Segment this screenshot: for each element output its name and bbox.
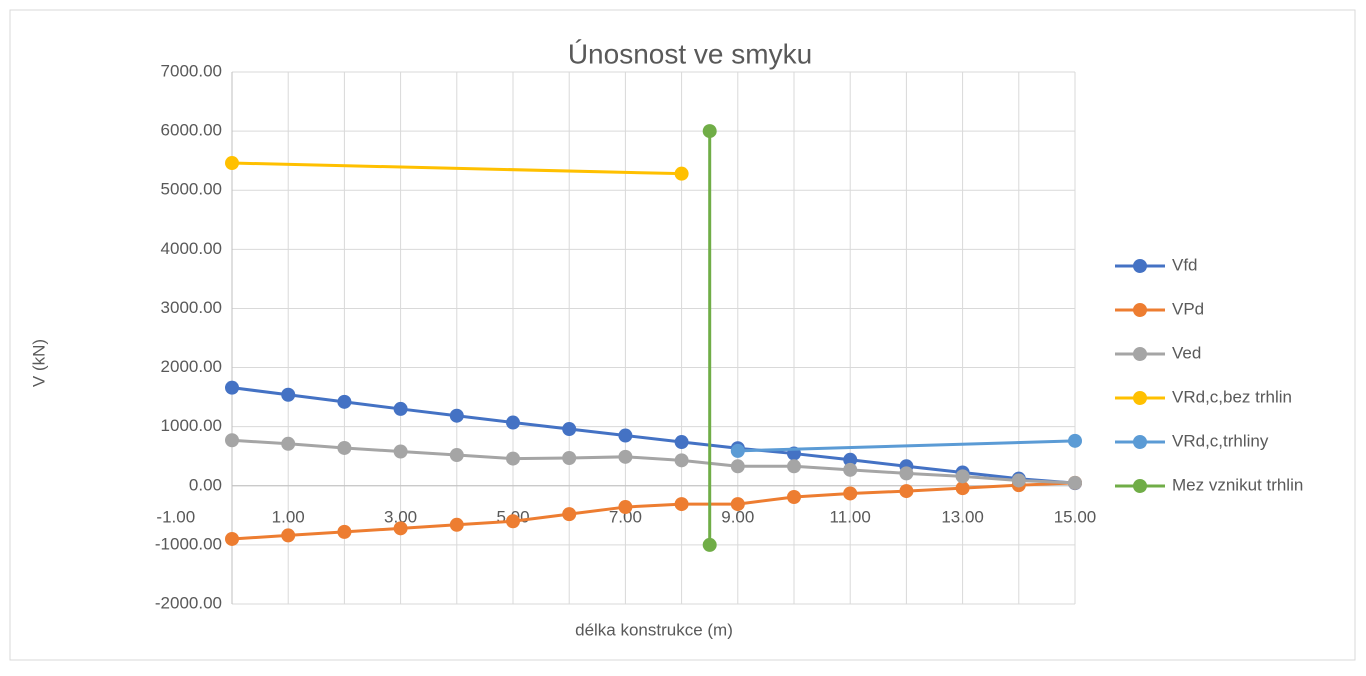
point	[618, 428, 633, 443]
point	[225, 531, 239, 546]
point	[393, 401, 408, 416]
y-tick-label: 6000.00	[161, 121, 222, 140]
point	[449, 517, 464, 532]
point	[337, 394, 352, 409]
point	[730, 443, 745, 458]
point	[1068, 475, 1082, 490]
y-tick-label: 2000.00	[161, 357, 222, 376]
x-tick-label: 13.00	[941, 507, 984, 526]
point	[702, 537, 717, 552]
series-line	[231, 161, 682, 176]
point	[843, 486, 858, 501]
point	[899, 484, 914, 499]
point	[281, 387, 296, 402]
x-tick-label: 11.00	[830, 507, 871, 526]
y-tick-label: 3000.00	[161, 298, 222, 317]
y-tick-label: 0.00	[189, 475, 222, 494]
point	[225, 156, 239, 171]
legend-label: Vfd	[1172, 255, 1198, 274]
point	[337, 440, 352, 455]
series-line	[231, 481, 1076, 541]
series-line	[231, 438, 1076, 485]
y-tick-label: 7000.00	[161, 61, 222, 80]
point	[562, 507, 577, 522]
point	[674, 453, 689, 468]
x-tick-label: 1.00	[272, 507, 305, 526]
y-axis-title: V (kN)	[29, 339, 48, 387]
x-tick-label: 3.00	[384, 507, 417, 526]
legend-label: Ved	[1172, 343, 1201, 362]
point	[225, 380, 239, 395]
point	[393, 521, 408, 536]
point	[281, 528, 296, 543]
series-line	[231, 386, 1076, 485]
point	[730, 459, 745, 474]
point	[1011, 473, 1026, 488]
point	[506, 415, 520, 430]
y-tick-label: 4000.00	[161, 239, 222, 258]
point	[674, 166, 689, 181]
x-tick-label: 9.00	[721, 507, 754, 526]
point	[674, 497, 689, 512]
point	[506, 451, 520, 466]
legend-marker	[1133, 347, 1147, 361]
y-tick-label: -2000.00	[155, 593, 222, 612]
point	[225, 433, 239, 448]
chart-title: Únosnost ve smyku	[568, 38, 812, 69]
point	[281, 436, 296, 451]
point	[562, 450, 577, 465]
x-tick-label: 7.00	[609, 507, 642, 526]
legend-marker	[1133, 303, 1147, 317]
point	[1068, 433, 1082, 448]
legend-marker	[1133, 259, 1147, 273]
point	[449, 408, 464, 423]
x-axis-title: délka konstrukce (m)	[575, 620, 733, 639]
point	[787, 490, 801, 505]
y-tick-label: -1000.00	[155, 534, 222, 553]
point	[730, 497, 745, 512]
point	[787, 459, 801, 474]
x-tick-label: 15.00	[1054, 507, 1097, 526]
y-tick-label: 5000.00	[161, 180, 222, 199]
point	[337, 524, 352, 539]
point	[702, 124, 717, 139]
point	[674, 435, 689, 450]
point	[618, 449, 633, 464]
point	[843, 452, 858, 467]
point	[618, 500, 633, 515]
legend-marker	[1133, 391, 1147, 405]
x-tick-label: -1.00	[156, 507, 195, 526]
legend-label: VPd	[1172, 299, 1204, 318]
legend-label: Mez vznikut trhlin	[1172, 475, 1303, 494]
y-tick-label: 1000.00	[161, 416, 222, 435]
point	[393, 444, 408, 459]
point	[955, 481, 970, 496]
point	[562, 422, 577, 437]
point	[899, 466, 914, 481]
series-line	[737, 439, 1076, 453]
legend-marker	[1133, 479, 1147, 493]
point	[449, 448, 464, 463]
point	[955, 469, 970, 484]
legend-label: VRd,c,trhliny	[1172, 431, 1269, 450]
legend-marker	[1133, 435, 1147, 449]
point	[506, 514, 520, 529]
point	[843, 462, 858, 477]
legend-label: VRd,c,bez trhlin	[1172, 387, 1292, 406]
chart-border	[9, 9, 1356, 661]
